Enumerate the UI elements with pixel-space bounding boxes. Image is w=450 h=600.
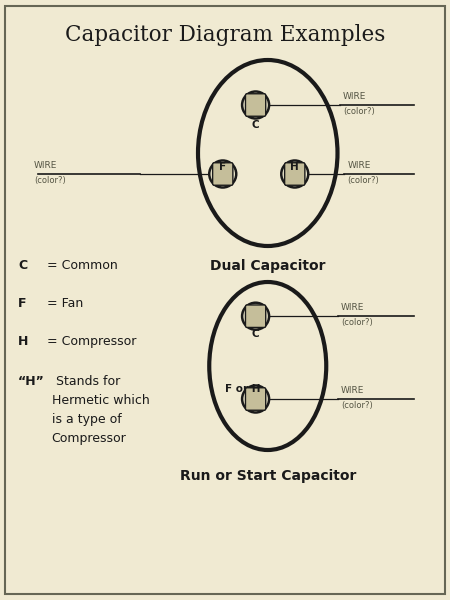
- Text: WIRE: WIRE: [34, 161, 57, 170]
- Text: C: C: [18, 259, 27, 272]
- FancyBboxPatch shape: [284, 163, 305, 185]
- Text: C: C: [252, 329, 259, 339]
- Text: (color?): (color?): [341, 401, 373, 410]
- Text: WIRE: WIRE: [347, 161, 371, 170]
- Text: Dual Capacitor: Dual Capacitor: [210, 259, 325, 273]
- FancyBboxPatch shape: [246, 305, 266, 328]
- Text: H: H: [290, 162, 299, 172]
- Text: F or H: F or H: [225, 384, 261, 394]
- Text: Run or Start Capacitor: Run or Start Capacitor: [180, 469, 356, 483]
- Text: WIRE: WIRE: [341, 303, 365, 312]
- Text: F: F: [219, 162, 226, 172]
- Ellipse shape: [209, 160, 236, 187]
- Ellipse shape: [242, 302, 269, 329]
- Text: (color?): (color?): [34, 176, 66, 185]
- Text: (color?): (color?): [341, 318, 373, 327]
- Text: (color?): (color?): [343, 107, 375, 116]
- Ellipse shape: [242, 91, 269, 118]
- Ellipse shape: [242, 385, 269, 413]
- FancyBboxPatch shape: [246, 388, 266, 410]
- Text: = Common: = Common: [43, 259, 117, 272]
- Text: WIRE: WIRE: [343, 92, 366, 101]
- Text: “H”: “H”: [18, 375, 45, 388]
- FancyBboxPatch shape: [212, 163, 233, 185]
- Text: F: F: [18, 297, 27, 310]
- Text: (color?): (color?): [347, 176, 379, 185]
- Text: H: H: [18, 335, 28, 348]
- Text: = Fan: = Fan: [43, 297, 83, 310]
- Text: Stands for
Hermetic which
is a type of
Compressor: Stands for Hermetic which is a type of C…: [52, 375, 149, 445]
- Text: WIRE: WIRE: [341, 386, 365, 395]
- Text: C: C: [252, 120, 259, 130]
- Text: = Compressor: = Compressor: [43, 335, 136, 348]
- Ellipse shape: [281, 160, 308, 187]
- Text: Capacitor Diagram Examples: Capacitor Diagram Examples: [65, 24, 385, 46]
- FancyBboxPatch shape: [246, 94, 266, 116]
